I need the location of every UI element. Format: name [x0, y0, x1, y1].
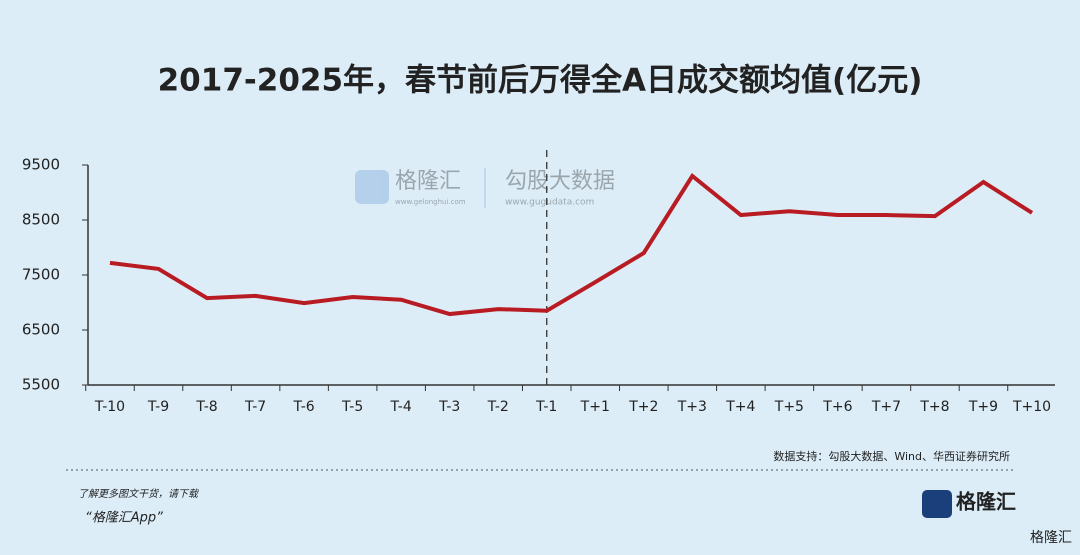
x-tick-label: T-6: [292, 399, 314, 415]
x-tick-label: T+8: [919, 399, 949, 415]
corner-watermark: 格隆汇: [1030, 530, 1072, 546]
footer-logo-icon: [922, 490, 952, 518]
x-tick-label: T-10: [94, 399, 125, 415]
line-series: [109, 173, 1034, 317]
x-tick-label: T-5: [341, 399, 363, 415]
x-tick-label: T+5: [774, 399, 804, 415]
x-tick-label: T+7: [871, 399, 901, 415]
watermark-url: www.gelonghui.com: [395, 198, 466, 206]
x-tick-label: T-2: [487, 399, 509, 415]
x-tick-label: T-3: [438, 399, 460, 415]
x-tick-label: T-9: [147, 399, 169, 415]
x-tick-label: T+3: [677, 399, 707, 415]
y-tick-label: 6500: [22, 321, 60, 339]
watermark-brand: 格隆汇: [395, 169, 461, 194]
source: 数据支持：勾股大数据、Wind、华西证券研究所: [773, 449, 1010, 463]
watermark-icon: [355, 170, 389, 204]
x-tick-label: T-4: [390, 399, 412, 415]
footer-app: “格隆汇App”: [85, 511, 163, 526]
watermark-partner-url: www.gugudata.com: [505, 198, 594, 208]
footer-prompt: 了解更多图文干货，请下载: [78, 488, 200, 500]
chart-title: 2017-2025年，春节前后万得全A日成交额均值(亿元): [158, 63, 923, 99]
watermark-partner: 勾股大数据: [505, 169, 615, 194]
x-tick-label: T-7: [244, 399, 266, 415]
y-tick-label: 7500: [22, 266, 60, 284]
x-tick-label: T+1: [580, 399, 610, 415]
x-tick-label: T+6: [822, 399, 852, 415]
y-tick-label: 9500: [22, 156, 60, 174]
x-tick-label: T-1: [535, 399, 557, 415]
footer-logo: 格隆汇: [956, 490, 1016, 514]
x-tick-label: T+2: [628, 399, 658, 415]
watermark: 格隆汇 www.gelonghui.com 勾股大数据 www.gugudata…: [355, 168, 615, 208]
y-tick-label: 8500: [22, 211, 60, 229]
x-tick-label: T+10: [1012, 399, 1051, 415]
y-tick-label: 5500: [22, 376, 60, 394]
x-tick-label: T+9: [968, 399, 998, 415]
x-tick-label: T+4: [725, 399, 755, 415]
x-tick-label: T-8: [195, 399, 217, 415]
